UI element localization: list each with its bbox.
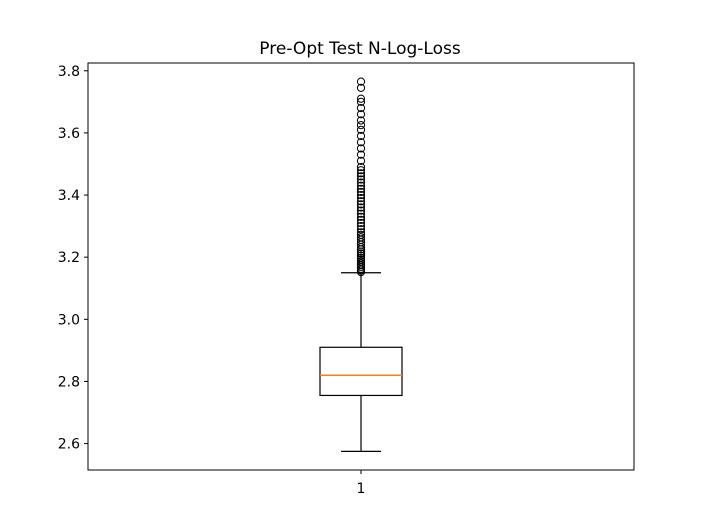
outlier-point [356, 94, 366, 103]
outlier-point [356, 203, 366, 212]
outlier-point [356, 131, 366, 141]
outlier-point [356, 97, 366, 106]
outlier-point [356, 175, 366, 184]
outlier-point [356, 121, 366, 130]
y-tick-label: 3.4 [58, 188, 80, 204]
outlier-point [356, 181, 366, 190]
outlier-point [356, 77, 366, 86]
outlier-point [356, 144, 366, 153]
outlier-point [356, 184, 366, 193]
outlier-point [356, 83, 366, 92]
outlier-point [356, 190, 366, 200]
outlier-point [356, 197, 366, 206]
outlier-point [356, 253, 366, 262]
outlier-point [356, 187, 366, 197]
iqr-box [319, 346, 403, 397]
y-tick-label: 3.8 [58, 64, 80, 80]
outlier-point [356, 206, 366, 215]
outlier-point [356, 150, 366, 159]
outlier-point [356, 230, 366, 239]
outlier-point [356, 209, 366, 218]
y-axis: 2.6 2.8 3.0 3.2 3.4 3.6 3.8 [58, 64, 88, 453]
outlier-point [356, 222, 366, 231]
outlier-point [356, 215, 366, 224]
outlier-point [356, 172, 366, 181]
outlier-point [356, 200, 366, 209]
outlier-point [356, 178, 366, 187]
outlier-point [356, 225, 366, 234]
outlier-point [356, 194, 366, 203]
outlier-point [356, 116, 366, 125]
y-tick-label: 3.6 [58, 126, 80, 142]
outlier-point [356, 212, 366, 221]
outlier-point [356, 218, 366, 228]
y-tick-label: 3.0 [58, 312, 80, 328]
outlier-point [356, 110, 366, 119]
y-tick-label: 3.2 [58, 250, 80, 266]
outlier-point [356, 156, 366, 165]
outlier-point [356, 251, 366, 260]
x-axis: 1 [357, 470, 366, 497]
outlier-point [356, 162, 366, 172]
outlier-point [356, 138, 366, 147]
x-tick-label: 1 [357, 481, 366, 497]
outlier-point [356, 103, 366, 113]
outlier-point [356, 125, 366, 134]
outlier-point [356, 233, 366, 242]
outlier-point [356, 169, 366, 178]
outlier-point [356, 166, 366, 175]
outlier-point [356, 228, 366, 237]
y-tick-label: 2.6 [58, 437, 80, 453]
y-tick-label: 2.8 [58, 374, 80, 390]
chart-title: Pre-Opt Test N-Log-Loss [259, 39, 461, 59]
box-plot [319, 77, 403, 452]
